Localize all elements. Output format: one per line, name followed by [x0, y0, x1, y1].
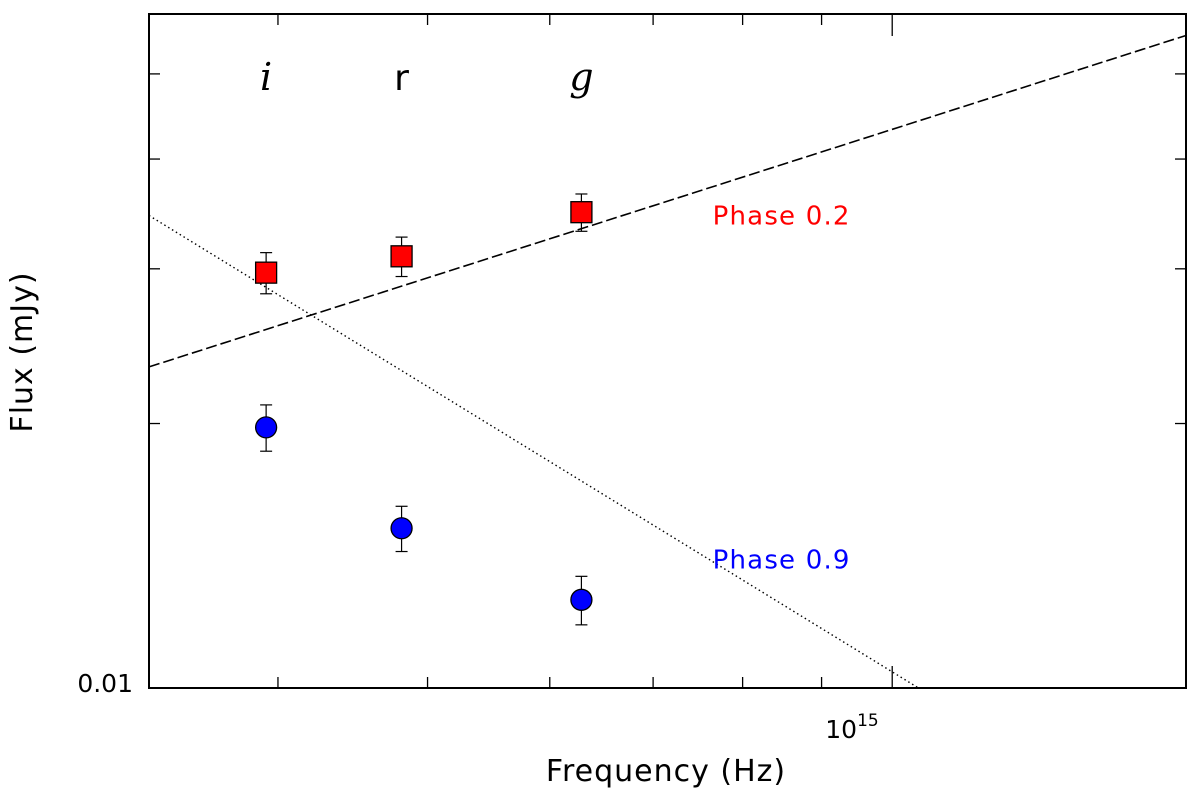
- data-point-phase-0.2: [570, 201, 593, 224]
- data-point-phase-0.9: [390, 517, 413, 540]
- y-axis-label: Flux (mJy): [5, 271, 40, 432]
- band-label-i: i: [260, 55, 272, 99]
- band-label-r: r: [394, 58, 409, 99]
- data-point-phase-0.9: [254, 416, 278, 439]
- legend-label-phase-0.9: Phase 0.9: [713, 546, 851, 576]
- legend-label-phase-0.2: Phase 0.2: [713, 201, 851, 231]
- fit-line-phase-0.9: [148, 214, 919, 689]
- x-tick-label-1e15: 1015: [825, 711, 878, 744]
- band-label-g: g: [569, 55, 593, 99]
- data-point-phase-0.2: [390, 245, 413, 268]
- plot-layer: [148, 34, 1187, 689]
- x-tick-base: 10: [825, 715, 857, 744]
- x-axis-label: Frequency (Hz): [546, 754, 786, 789]
- data-point-phase-0.9: [570, 588, 593, 611]
- axes-layer: [148, 13, 1187, 689]
- x-tick-exponent: 15: [857, 711, 879, 731]
- data-point-phase-0.2: [254, 261, 278, 284]
- text-layer: Frequency (Hz) Flux (mJy) 0.01 1015 i r g P…: [5, 55, 879, 789]
- y-tick-label-0.01: 0.01: [77, 669, 133, 698]
- fit-line-phase-0.2: [148, 34, 1187, 368]
- plot-frame: [148, 13, 1187, 689]
